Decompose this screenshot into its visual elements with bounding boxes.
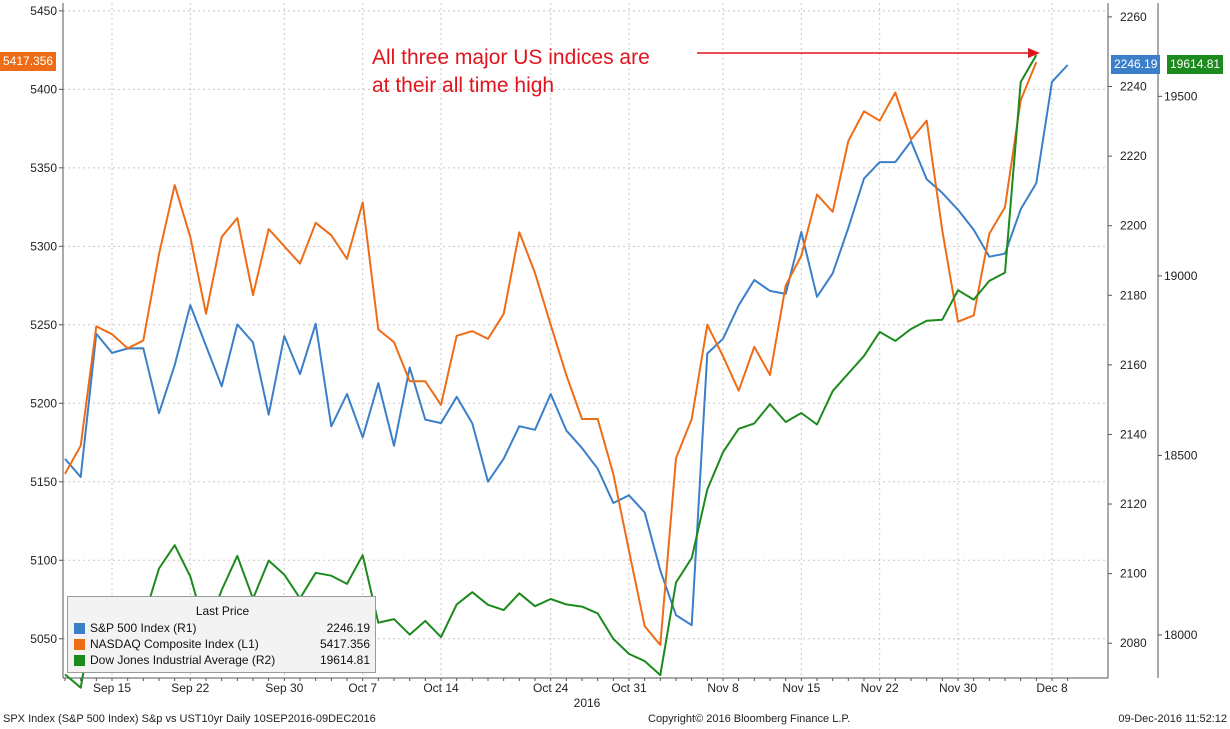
legend-series-value: 5417.356: [319, 637, 370, 651]
l1-tick-label: 5450: [30, 4, 57, 18]
l1-tick-label: 5400: [30, 82, 57, 96]
legend-series-name: NASDAQ Composite Index (L1): [90, 637, 259, 651]
dow-line: [64, 54, 1038, 689]
x-tick-label: Nov 22: [861, 681, 899, 695]
arrow-head: [1028, 48, 1040, 58]
legend-swatch: [74, 655, 85, 666]
legend-title: Last Price: [195, 604, 250, 618]
spx-last-price-tag: 2246.19: [1111, 54, 1161, 74]
r1-tick-label: 2160: [1120, 358, 1147, 372]
x-tick-label: Oct 14: [423, 681, 459, 695]
r2-tick-label: 19000: [1164, 269, 1198, 283]
l1-tick-label: 5250: [30, 318, 57, 332]
footer-timestamp: 09-Dec-2016 11:52:12: [1118, 713, 1227, 725]
legend-row-spx: S&P 500 Index (R1) 2246.19: [74, 621, 370, 636]
l1-tick-label: 5200: [30, 396, 57, 410]
legend: Last Price S&P 500 Index (R1) 2246.19 NA…: [67, 596, 376, 673]
r1-tick-label: 2080: [1120, 636, 1147, 650]
r1-tick-label: 2240: [1120, 80, 1147, 94]
x-tick-label: Dec 8: [1036, 681, 1068, 695]
l1-tick-label: 5300: [30, 239, 57, 253]
legend-row-dow: Dow Jones Industrial Average (R2) 19614.…: [74, 653, 370, 668]
r2-tick-label: 18000: [1164, 628, 1198, 642]
r2-tick-label: 18500: [1164, 448, 1198, 462]
r1-tick-label: 2180: [1120, 288, 1147, 302]
r1-tick-label: 2140: [1120, 427, 1147, 441]
x-tick-label: Nov 30: [939, 681, 977, 695]
nasdaq-last-price-tag: 5417.356: [0, 52, 57, 72]
r1-tick-label: 2200: [1120, 219, 1147, 233]
l1-tick-label: 5350: [30, 161, 57, 175]
r1-tick-label: 2100: [1120, 567, 1147, 581]
legend-series-value: 2246.19: [326, 621, 370, 635]
series-lines: [64, 54, 1069, 689]
l1-tick-label: 5150: [30, 475, 57, 489]
axes: [59, 3, 1162, 681]
spx-line: [64, 64, 1069, 627]
annotation-line-2: at their all time high: [372, 74, 555, 97]
x-tick-label: Nov 15: [782, 681, 820, 695]
annotation-arrow: [697, 48, 1040, 58]
legend-series-name: Dow Jones Industrial Average (R2): [90, 653, 276, 667]
footer: SPX Index (S&P 500 Index) S&p vs UST10yr…: [0, 710, 1230, 729]
footer-copyright: Copyright© 2016 Bloomberg Finance L.P.: [648, 713, 851, 725]
annotation-line-1: All three major US indices are: [372, 46, 650, 69]
x-tick-label: Sep 15: [93, 681, 131, 695]
grid: [63, 3, 1108, 678]
r1-tick-label: 2220: [1120, 149, 1147, 163]
nasdaq-line: [64, 61, 1038, 646]
legend-swatch: [74, 623, 85, 634]
legend-series-name: S&P 500 Index (R1): [90, 621, 197, 635]
r1-tick-label: 2260: [1120, 10, 1147, 24]
l1-tick-label: 5100: [30, 553, 57, 567]
l1-tick-label: 5050: [30, 632, 57, 646]
x-tick-label: Oct 7: [348, 681, 377, 695]
year-label: 2016: [574, 696, 601, 710]
legend-swatch: [74, 639, 85, 650]
r2-tick-label: 19500: [1164, 89, 1198, 103]
x-tick-label: Sep 22: [171, 681, 209, 695]
x-tick-label: Oct 31: [611, 681, 647, 695]
dow-last-price-tag: 19614.81: [1167, 54, 1224, 74]
tick-labels: 5050 5100 5150 5200 5250 5300 5350 5400 5450 2080…: [30, 4, 1197, 710]
legend-series-value: 19614.81: [319, 653, 370, 667]
footer-left: SPX Index (S&P 500 Index) S&p vs UST10yr…: [3, 713, 376, 725]
r1-tick-label: 2120: [1120, 497, 1147, 511]
x-tick-label: Nov 8: [707, 681, 739, 695]
annotation-text: All three major US indices are at their …: [372, 44, 650, 100]
x-tick-label: Sep 30: [265, 681, 303, 695]
x-tick-label: Oct 24: [533, 681, 569, 695]
legend-row-nasdaq: NASDAQ Composite Index (L1) 5417.356: [74, 637, 370, 652]
